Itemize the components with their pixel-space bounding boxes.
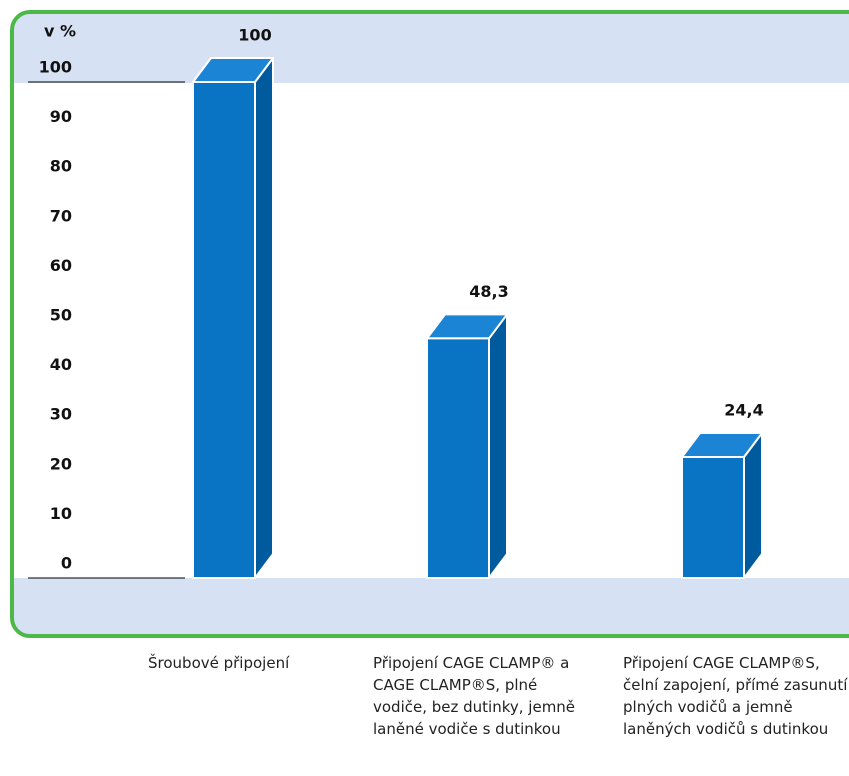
x-tick-label: Připojení CAGE CLAMP® a CAGE CLAMP®S, pl… [373,654,576,738]
value-label: 48,3 [469,282,508,301]
bar-front [681,455,745,579]
bar-side [488,313,508,579]
y-axis-label: v % [44,22,76,41]
bar-front [426,337,490,579]
y-tick-label: 100 [39,58,72,77]
bar [426,313,508,579]
bar-front [192,81,256,579]
y-tick-label: 20 [50,454,72,473]
y-tick-label: 40 [50,355,72,374]
y-tick-label: 50 [50,306,72,325]
x-tick-label: Připojení CAGE CLAMP®S, čelní zapojení, … [623,654,848,738]
bar [681,431,763,579]
value-label: 24,4 [724,400,763,419]
y-tick-label: 60 [50,256,72,275]
y-tick-label: 90 [50,107,72,126]
value-label: 100 [238,26,271,45]
y-tick-label: 70 [50,206,72,225]
y-tick-label: 10 [50,504,72,523]
y-tick-label: 80 [50,157,72,176]
bar [192,57,274,579]
bar-side [254,57,274,579]
y-tick-label: 0 [61,554,72,573]
x-tick-label: Šroubové připojení [148,654,290,672]
y-tick-label: 30 [50,405,72,424]
